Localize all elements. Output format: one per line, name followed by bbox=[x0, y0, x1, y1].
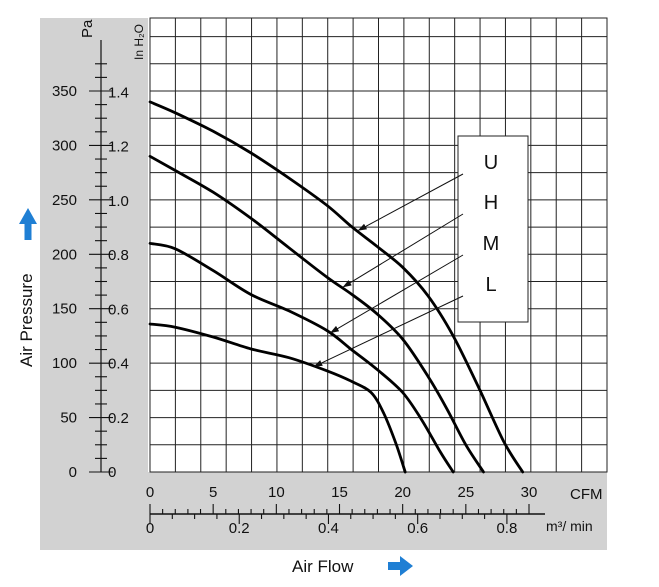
x-unit-cfm: CFM bbox=[570, 486, 603, 503]
y-tick-label-pa: 350 bbox=[52, 83, 77, 100]
grid bbox=[149, 17, 608, 473]
x-tick-label-cfm: 15 bbox=[331, 484, 348, 501]
x-tick-label-m3: 0.6 bbox=[407, 520, 428, 537]
legend-label-h: H bbox=[484, 192, 498, 214]
curve-l bbox=[148, 322, 407, 474]
plot-border bbox=[149, 17, 608, 473]
x-tick-label-m3: 0.2 bbox=[229, 520, 250, 537]
x-axes: 0 5 10 15 20 25 30 0 0.2 0.4 0.6 0.8 bbox=[146, 484, 545, 537]
y-tick-label-inh2o: 1.0 bbox=[108, 193, 129, 210]
legend-label-m: M bbox=[483, 233, 500, 255]
y-unit-pa: Pa bbox=[79, 19, 96, 38]
x-tick-label-cfm: 30 bbox=[521, 484, 538, 501]
x-arrow-icon bbox=[388, 556, 413, 576]
curve-m bbox=[148, 242, 455, 474]
y-tick-label-inh2o: 0.8 bbox=[108, 247, 129, 264]
y-tick-label-inh2o: 0 bbox=[108, 464, 116, 481]
y-tick-label-inh2o: 1.2 bbox=[108, 139, 129, 156]
x-tick-label-m3: 0 bbox=[146, 520, 154, 537]
chart-frame-bottom bbox=[40, 472, 607, 550]
y-tick-label-inh2o: 0.6 bbox=[108, 301, 129, 318]
chart-frame-left bbox=[40, 18, 148, 550]
legend-pointer-u bbox=[357, 173, 464, 231]
y-axis-title: Air Pressure bbox=[17, 273, 36, 367]
y-unit-inh2o: In H₂O bbox=[132, 24, 146, 60]
x-tick-label-cfm: 0 bbox=[146, 484, 154, 501]
curves bbox=[148, 100, 525, 474]
x-tick-label-cfm: 10 bbox=[268, 484, 285, 501]
y-tick-label-pa: 300 bbox=[52, 137, 77, 154]
y-tick-label-inh2o: 0.4 bbox=[108, 356, 129, 373]
y-tick-label-pa: 250 bbox=[52, 192, 77, 209]
x-axis-title: Air Flow bbox=[292, 557, 354, 576]
y-arrow-icon bbox=[19, 208, 37, 240]
legend-label-u: U bbox=[484, 152, 498, 174]
x-tick-label-cfm: 25 bbox=[457, 484, 474, 501]
x-tick-label-m3: 0.8 bbox=[496, 520, 517, 537]
y-tick-label-pa: 200 bbox=[52, 246, 77, 263]
y-tick-label-pa: 150 bbox=[52, 301, 77, 318]
y-tick-label-pa: 0 bbox=[69, 464, 77, 481]
legend-pointer-l bbox=[313, 295, 464, 367]
x-tick-label-cfm: 5 bbox=[209, 484, 217, 501]
y-tick-label-pa: 50 bbox=[60, 410, 77, 427]
y-tick-label-pa: 100 bbox=[52, 355, 77, 372]
x-tick-label-cfm: 20 bbox=[394, 484, 411, 501]
y-tick-label-inh2o: 1.4 bbox=[108, 85, 129, 102]
legend-pointer-h bbox=[342, 213, 464, 288]
legend-pointer-m bbox=[329, 254, 464, 334]
legend-label-l: L bbox=[485, 274, 496, 296]
x-unit-m3min: m³/ min bbox=[546, 518, 593, 534]
y-tick-label-inh2o: 0.2 bbox=[108, 410, 129, 427]
curve-u bbox=[148, 100, 525, 474]
y-axes: 0 50 100 150 200 250 300 350 0 0.2 0.4 0.6 0.8 1.0 1.2… bbox=[52, 40, 129, 481]
legend-box bbox=[457, 135, 529, 323]
x-tick-label-m3: 0.4 bbox=[318, 520, 339, 537]
curve-h bbox=[148, 154, 485, 474]
